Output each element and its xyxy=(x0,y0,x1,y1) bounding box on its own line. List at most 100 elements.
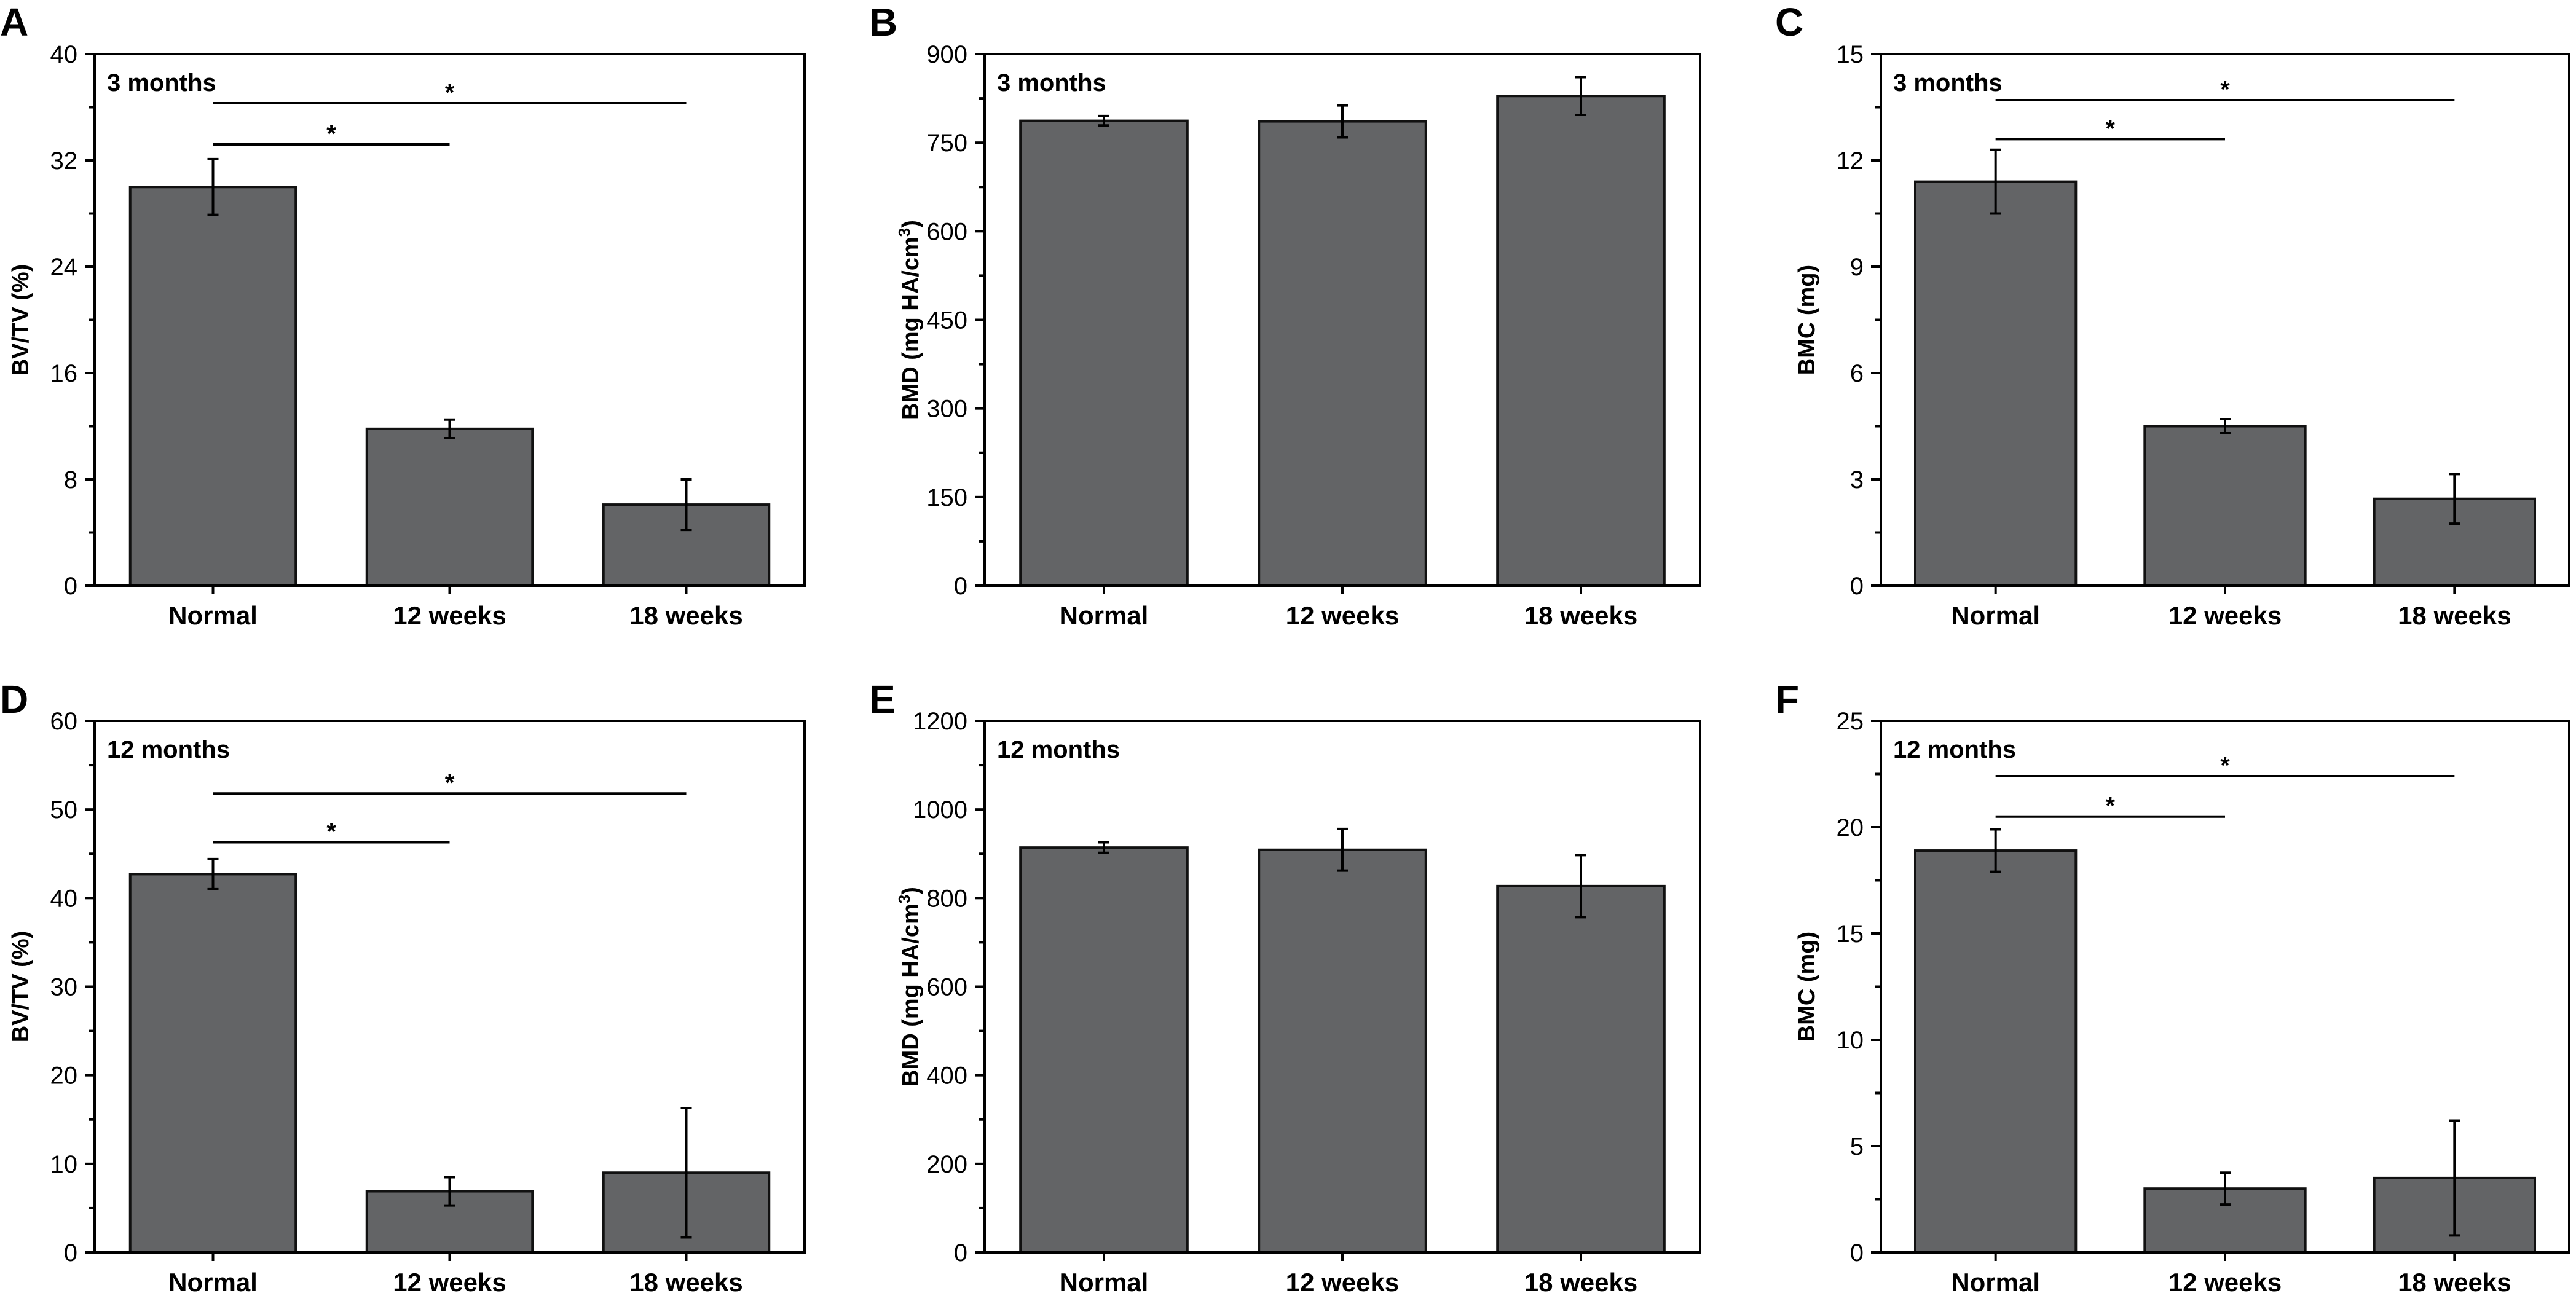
panel-e-y-tick-label: 400 xyxy=(926,1063,967,1090)
panel-b-x-tick-label: 12 weeks xyxy=(1286,601,1400,630)
panel-d-x-tick-label: 12 weeks xyxy=(393,1268,506,1297)
panel-c-y-axis-label-main: BMC (mg) xyxy=(1794,265,1820,375)
panel-e-y-tick-label: 1200 xyxy=(913,708,967,735)
panel-f-y-tick-label: 15 xyxy=(1837,921,1864,948)
panel-c-error-bar-1 xyxy=(1990,148,2001,215)
panel-e-y-axis-label-end: ) xyxy=(898,887,924,895)
panel-f-letter: F xyxy=(1775,677,1799,721)
panel-d-significance-star-2: * xyxy=(445,769,455,796)
panel-a-bar-2 xyxy=(365,427,534,588)
panel-b-x-tick-label: Normal xyxy=(1060,601,1149,630)
panel-f-bar-1 xyxy=(1914,849,2078,1254)
panel-f-y-tick-label: 0 xyxy=(1850,1240,1864,1267)
panel-b-error-bar-2 xyxy=(1337,104,1348,139)
panel-e-bar-3 xyxy=(1496,884,1666,1254)
panel-d-y-tick-label: 10 xyxy=(50,1151,78,1178)
panel-b-y-tick-label: 0 xyxy=(954,573,967,600)
panel-d-y-tick-label: 50 xyxy=(50,796,78,823)
panel-b-y-axis-label-main: BMD (mg HA/cm xyxy=(898,237,924,420)
panel-e-y-axis-label-sup: 3 xyxy=(895,895,913,903)
panel-a-y-tick-label: 16 xyxy=(50,360,78,387)
panel-b-y-axis-label: BMD (mg HA/cm3) xyxy=(895,220,924,420)
panel-b-error-bar-1 xyxy=(1098,114,1109,127)
panel-d-letter: D xyxy=(0,677,28,721)
panel-d: D 0 10 20 30 40 50 60 Normal 12 weeks 18 weeks BV/T… xyxy=(0,677,806,1297)
panel-a-error-bar-1 xyxy=(207,157,219,216)
panel-a-x-tick-label: 12 weeks xyxy=(393,601,506,630)
panel-b-x-tick-label: 18 weeks xyxy=(1524,601,1638,630)
panel-c: C 0 3 6 9 12 15 Normal 12 weeks 18 weeks BMC (mg) 3… xyxy=(1775,0,2570,630)
panel-e-y-tick-label: 600 xyxy=(926,974,967,1001)
panel-e-y-tick-label: 0 xyxy=(954,1240,967,1267)
panel-a-x-tick-label: Normal xyxy=(168,601,258,630)
panel-c-error-bar-2 xyxy=(2220,417,2231,435)
panel-d-y-axis-label: BV/TV (%) xyxy=(8,931,34,1043)
panel-c-significance-star-2: * xyxy=(2220,76,2230,103)
panel-b-y-axis-label-end: ) xyxy=(898,220,924,228)
panel-b-letter: B xyxy=(869,0,897,44)
panel-f-y-tick-label: 10 xyxy=(1837,1027,1864,1054)
panel-d-error-bar-2 xyxy=(444,1176,455,1207)
panel-d-y-tick-label: 30 xyxy=(50,974,78,1001)
panel-a-y-tick-label: 24 xyxy=(50,254,78,281)
panel-c-bar-1 xyxy=(1914,180,2078,588)
panel-a-y-tick-label: 40 xyxy=(50,41,78,68)
panel-a-bar-1 xyxy=(128,186,297,587)
panel-d-y-tick-label: 20 xyxy=(50,1063,78,1090)
panel-f-y-axis-label: BMC (mg) xyxy=(1794,932,1820,1042)
panel-e-bar-2 xyxy=(1258,848,1427,1254)
panel-e-y-tick-label: 800 xyxy=(926,885,967,912)
panel-e: E 0 200 400 600 800 1000 1200 Normal 12 weeks 18 w… xyxy=(869,677,1701,1297)
panel-c-annotation: 3 months xyxy=(1893,69,2003,96)
panel-b-y-tick-label: 450 xyxy=(926,307,967,334)
panel-b-bar-3 xyxy=(1496,95,1666,587)
panel-a-significance-star-2: * xyxy=(445,79,455,106)
panel-f-x-tick-label: 12 weeks xyxy=(2168,1268,2282,1297)
panel-c-y-tick-label: 0 xyxy=(1850,573,1864,600)
panel-c-y-tick-label: 3 xyxy=(1850,466,1864,493)
panel-c-x-tick-label: Normal xyxy=(1951,601,2040,630)
panel-c-x-tick-label: 12 weeks xyxy=(2168,601,2282,630)
panel-a-y-tick-label: 32 xyxy=(50,147,78,175)
panel-e-bar-1 xyxy=(1019,846,1189,1254)
panel-c-y-axis-label: BMC (mg) xyxy=(1794,265,1820,375)
panel-f-error-bar-1 xyxy=(1990,828,2001,873)
panel-a-x-tick-label: 18 weeks xyxy=(629,601,743,630)
panel-e-annotation: 12 months xyxy=(997,736,1120,763)
panel-a-y-axis-label: BV/TV (%) xyxy=(8,264,34,376)
panel-e-error-bar-2 xyxy=(1337,827,1348,872)
panel-f-annotation: 12 months xyxy=(1893,736,2016,763)
panel-c-y-tick-label: 9 xyxy=(1850,254,1864,281)
panel-f-y-axis-label-main: BMC (mg) xyxy=(1794,932,1820,1042)
panel-a-y-axis-label-main: BV/TV (%) xyxy=(8,264,34,376)
panel-f-error-bar-3 xyxy=(2449,1119,2460,1237)
panel-e-y-tick-label: 200 xyxy=(926,1151,967,1178)
panel-a-error-bar-3 xyxy=(680,478,692,532)
panel-d-y-tick-label: 40 xyxy=(50,885,78,912)
panel-f-significance-star-1: * xyxy=(2106,793,2116,820)
panel-d-significance-star-1: * xyxy=(326,819,336,846)
panel-e-x-tick-label: Normal xyxy=(1060,1268,1149,1297)
panel-c-significance-star-1: * xyxy=(2106,115,2116,142)
panel-e-y-tick-label: 1000 xyxy=(913,796,967,823)
panel-b-y-tick-label: 750 xyxy=(926,130,967,157)
panel-b: B 0 150 300 450 600 750 900 Normal 12 weeks 18 wee… xyxy=(869,0,1701,630)
panel-e-error-bar-3 xyxy=(1575,854,1586,919)
panel-a: A 0 8 16 24 32 40 Normal 12 weeks 18 weeks BV/TV (… xyxy=(0,0,806,630)
panel-e-y-axis-label-main: BMD (mg HA/cm xyxy=(898,903,924,1087)
panel-d-y-axis-label-main: BV/TV (%) xyxy=(8,931,34,1043)
panel-e-error-bar-1 xyxy=(1098,841,1109,854)
panel-b-error-bar-3 xyxy=(1575,76,1586,116)
panel-b-y-tick-label: 900 xyxy=(926,41,967,68)
panel-f-y-tick-label: 25 xyxy=(1837,708,1864,735)
panel-b-bar-2 xyxy=(1258,120,1427,588)
panel-d-error-bar-1 xyxy=(207,857,219,890)
panel-f-x-tick-label: 18 weeks xyxy=(2398,1268,2511,1297)
panel-a-annotation: 3 months xyxy=(107,69,216,96)
panel-b-y-axis-label-sup: 3 xyxy=(895,228,913,237)
panel-c-error-bar-3 xyxy=(2449,473,2460,525)
panel-f-error-bar-2 xyxy=(2220,1171,2231,1206)
panel-e-y-axis-label: BMD (mg HA/cm3) xyxy=(895,887,924,1087)
panel-a-error-bar-2 xyxy=(444,418,455,439)
